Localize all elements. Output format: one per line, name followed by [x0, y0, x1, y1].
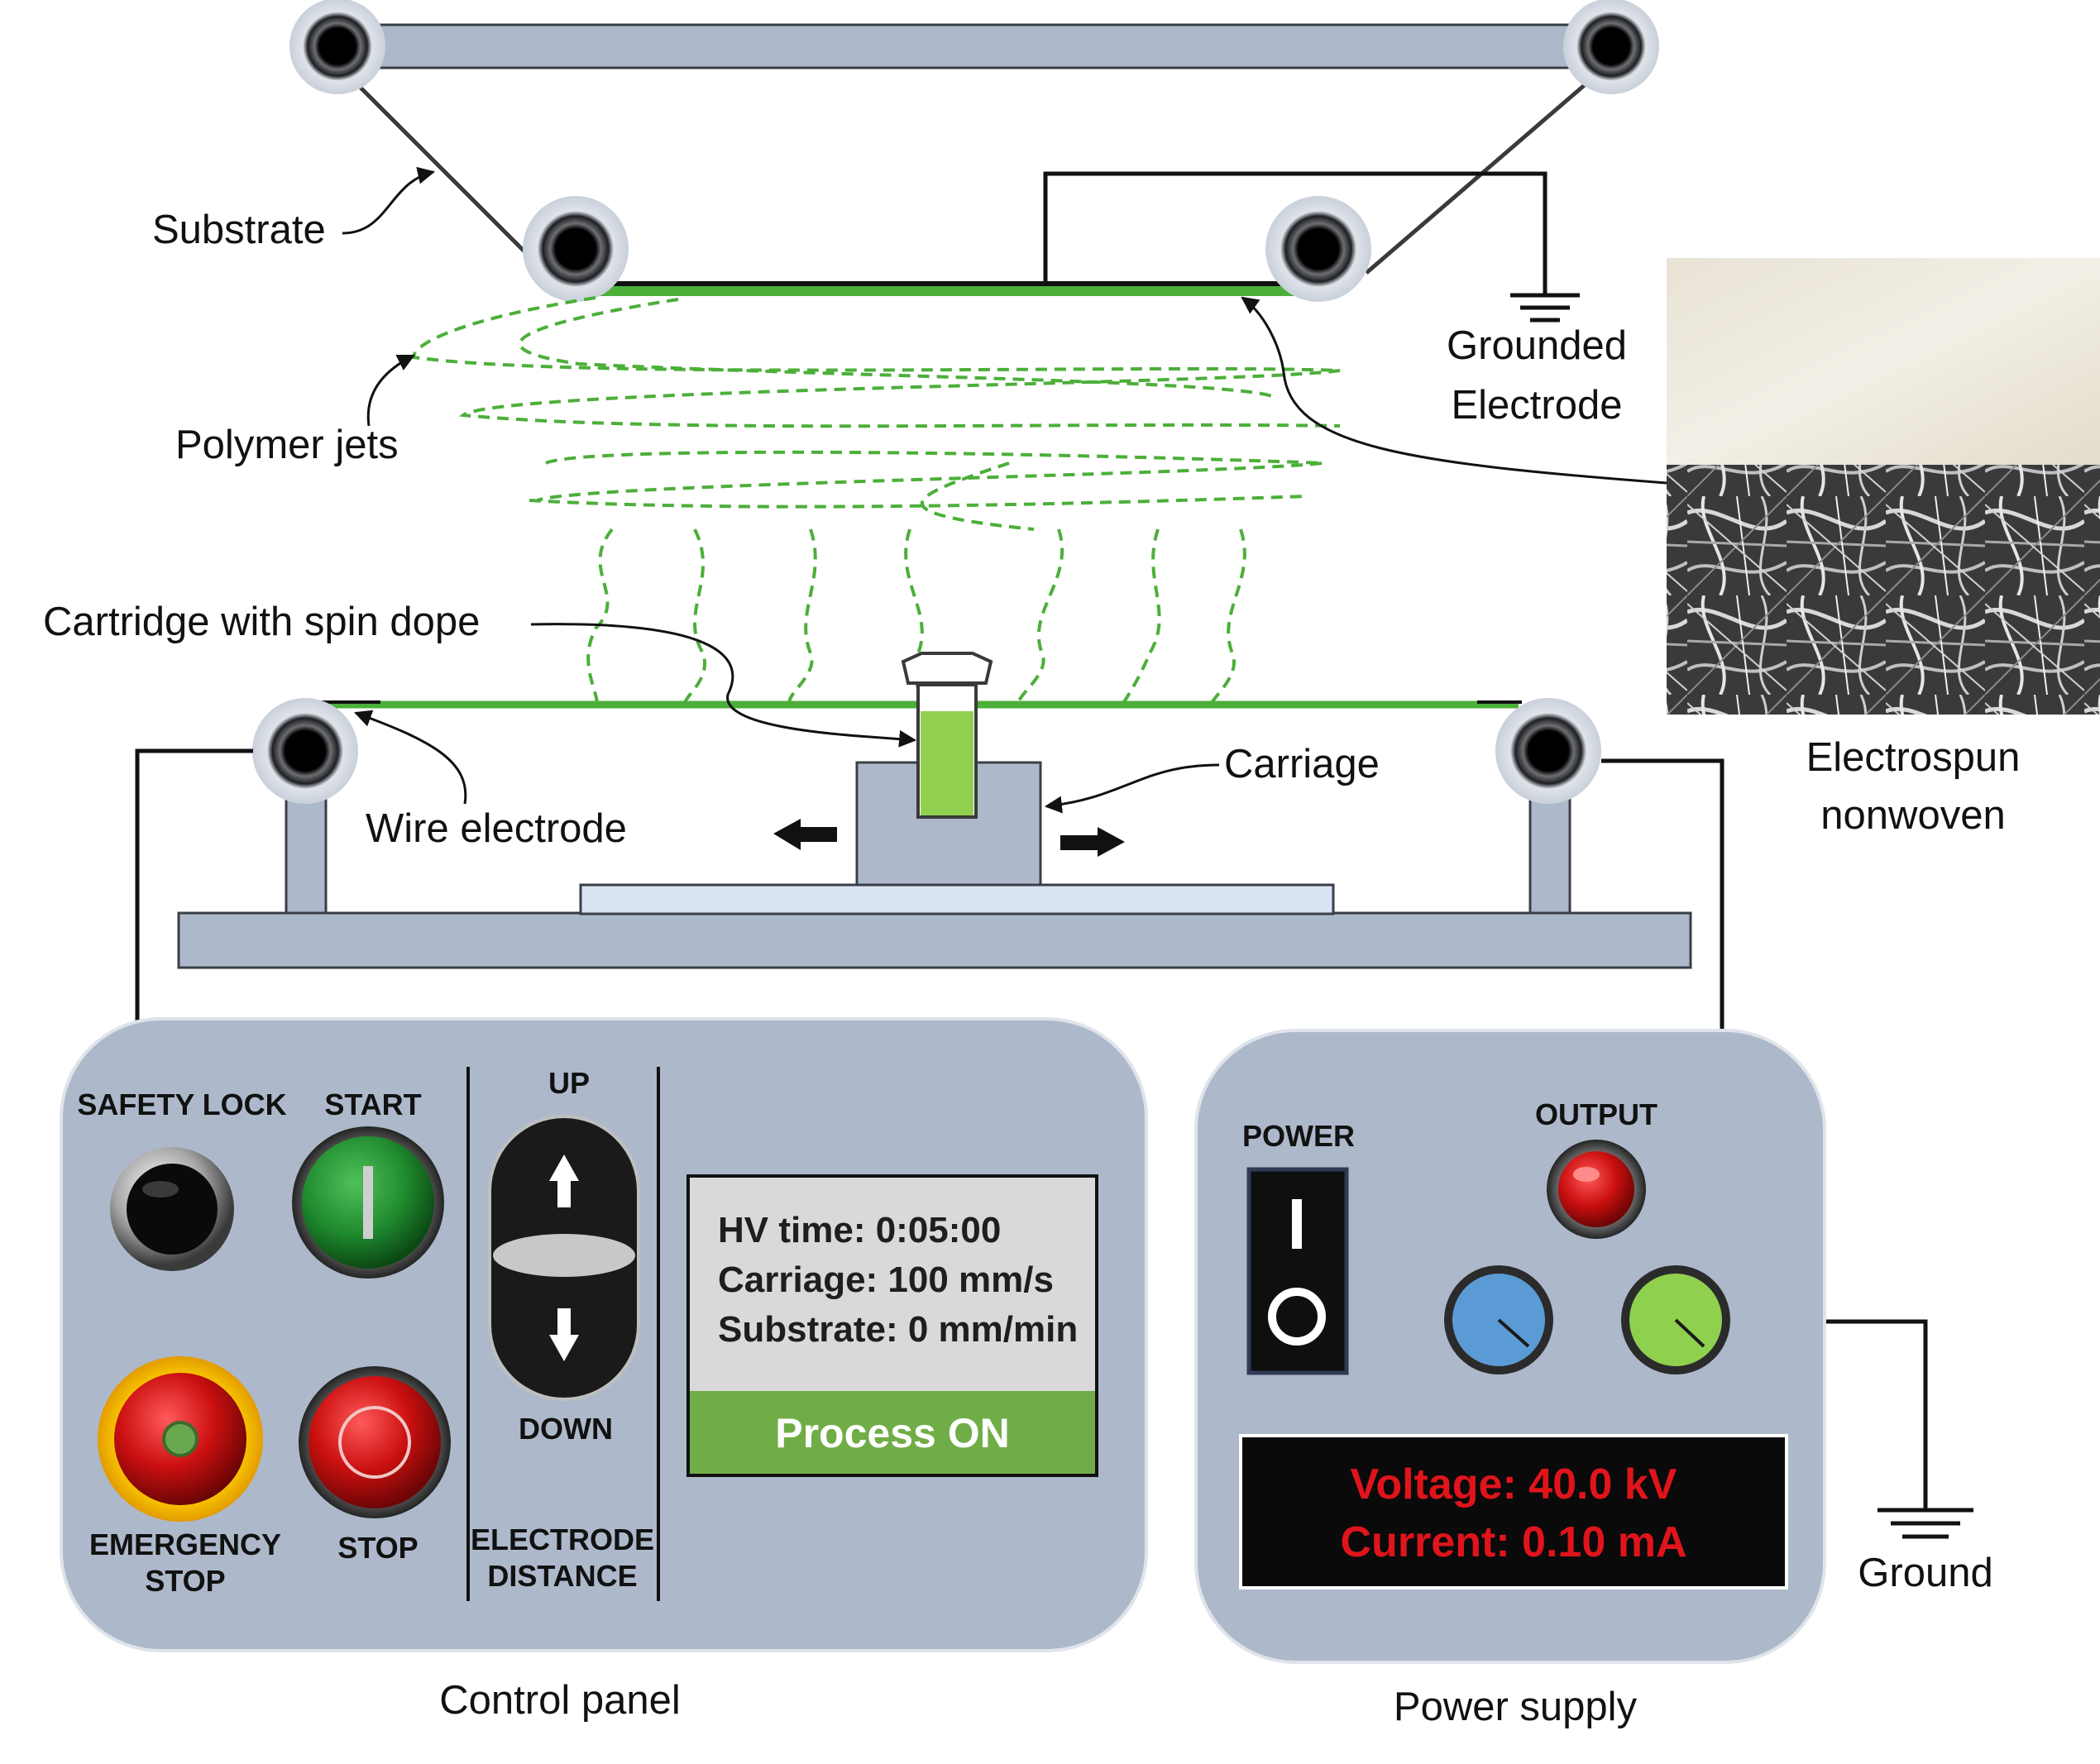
- roller-wire-right: [1495, 698, 1601, 804]
- label-electrode-distance-1: ELECTRODE: [471, 1523, 654, 1556]
- label-emergency-1: EMERGENCY: [89, 1527, 281, 1561]
- power-switch[interactable]: [1246, 1167, 1349, 1375]
- emergency-stop-button[interactable]: [98, 1356, 263, 1522]
- labels: Substrate Grounded Electrode Polymer jet…: [43, 208, 2020, 1729]
- label-up: UP: [548, 1066, 590, 1100]
- label-output: OUTPUT: [1535, 1097, 1658, 1131]
- current-knob[interactable]: [1621, 1265, 1730, 1374]
- wire-to-power-supply: [1601, 758, 1724, 1030]
- ground-symbol-top: [1510, 293, 1580, 323]
- electrode-distance-rocker[interactable]: [488, 1115, 640, 1401]
- stop-symbol-icon: [338, 1406, 411, 1479]
- label-carriage: Carriage: [1224, 742, 1380, 786]
- ground-wire-top: [1043, 171, 1547, 294]
- annotation-leaders: [342, 166, 1667, 814]
- label-electrospun-1: Electrospun: [1806, 735, 2021, 780]
- ground-symbol-bottom: [1878, 1508, 1973, 1539]
- top-frame-bar: [336, 23, 1613, 69]
- readout-voltage: Voltage: 40.0 kV: [1351, 1460, 1677, 1508]
- substrate-belt-left: [339, 66, 548, 275]
- label-control-panel: Control panel: [439, 1678, 680, 1723]
- roller-top-left: [289, 0, 385, 94]
- label-down: DOWN: [519, 1412, 613, 1446]
- substrate-collector: [289, 0, 1659, 323]
- base-plate: [177, 911, 1692, 969]
- roller-bottom-left: [523, 196, 629, 302]
- carriage-rail: [579, 883, 1335, 915]
- sem-micrograph: [1667, 465, 2100, 715]
- status-bar: [690, 1391, 1095, 1474]
- label-safety-lock: SAFETY LOCK: [77, 1088, 286, 1121]
- label-power-supply: Power supply: [1394, 1685, 1638, 1729]
- stop-button[interactable]: [299, 1366, 451, 1518]
- leader-polymer-jets: [366, 354, 415, 427]
- display-hv-time: HV time: 0:05:00: [718, 1210, 1001, 1250]
- label-grounded-2: Electrode: [1451, 383, 1622, 428]
- display-status: Process ON: [775, 1410, 1009, 1456]
- grounded-electrode-fiber-layer: [589, 284, 1313, 296]
- roller-top-right: [1563, 0, 1659, 94]
- cartridge-cap: [901, 652, 993, 685]
- roller-bottom-right: [1265, 196, 1371, 302]
- electrospun-nonwoven-image: [1667, 258, 2100, 715]
- wire-to-control-panel: [135, 748, 253, 1022]
- label-ground: Ground: [1858, 1551, 1992, 1595]
- arrow-up-icon: [549, 1154, 579, 1207]
- label-stop: STOP: [337, 1531, 418, 1565]
- fabric-photo: [1667, 258, 2100, 465]
- label-power: POWER: [1242, 1119, 1355, 1153]
- arrow-right-icon: [1060, 827, 1125, 857]
- label-polymer-jets: Polymer jets: [175, 423, 399, 467]
- label-grounded-1: Grounded: [1447, 323, 1627, 368]
- spinning-unit: [135, 652, 1724, 1030]
- leader-cartridge: [530, 623, 917, 748]
- leader-wire-electrode: [354, 710, 467, 805]
- leader-substrate: [342, 166, 436, 235]
- power-on-symbol-icon: [1292, 1199, 1302, 1249]
- arrow-left-icon: [773, 819, 837, 850]
- display-substrate-speed: Substrate: 0 mm/min: [718, 1309, 1078, 1350]
- control-panel: SAFETY LOCK START EMERGENCY STOP STOP: [60, 1017, 1148, 1652]
- display-carriage-speed: Carriage: 100 mm/s: [718, 1260, 1054, 1300]
- substrate-belt-right: [1365, 66, 1606, 275]
- start-button[interactable]: [292, 1126, 444, 1279]
- label-cartridge: Cartridge with spin dope: [43, 600, 480, 644]
- roller-wire-left: [252, 698, 358, 804]
- label-emergency-2: STOP: [145, 1564, 225, 1598]
- readout-current: Current: 0.10 mA: [1341, 1518, 1687, 1566]
- cartridge-spin-dope: [921, 711, 973, 815]
- safety-lock-button[interactable]: [110, 1147, 234, 1271]
- output-indicator-light: [1547, 1140, 1646, 1239]
- leader-carriage: [1044, 763, 1220, 814]
- ground-wire-bottom: [1826, 1319, 1928, 1508]
- start-symbol-icon: [363, 1166, 373, 1239]
- polymer-jets: [411, 296, 1341, 705]
- label-wire-electrode: Wire electrode: [366, 806, 627, 851]
- grounded-electrode-plate: [589, 281, 1313, 286]
- power-off-symbol-icon: [1268, 1288, 1326, 1346]
- label-electrode-distance-2: DISTANCE: [487, 1559, 637, 1593]
- process-display: HV time: 0:05:00 Carriage: 100 mm/s Subs…: [686, 1174, 1098, 1477]
- voltage-knob[interactable]: [1444, 1265, 1553, 1374]
- power-readout-display: Voltage: 40.0 kV Current: 0.10 mA: [1239, 1434, 1788, 1590]
- label-substrate: Substrate: [152, 208, 326, 252]
- arrow-down-icon: [549, 1308, 579, 1361]
- label-start: START: [324, 1088, 421, 1121]
- label-electrospun-2: nonwoven: [1820, 793, 2005, 838]
- power-supply: POWER OUTPUT Voltage: 40.0 kV Current: 0…: [1194, 1029, 1973, 1664]
- leader-nonwoven: [1241, 296, 1667, 485]
